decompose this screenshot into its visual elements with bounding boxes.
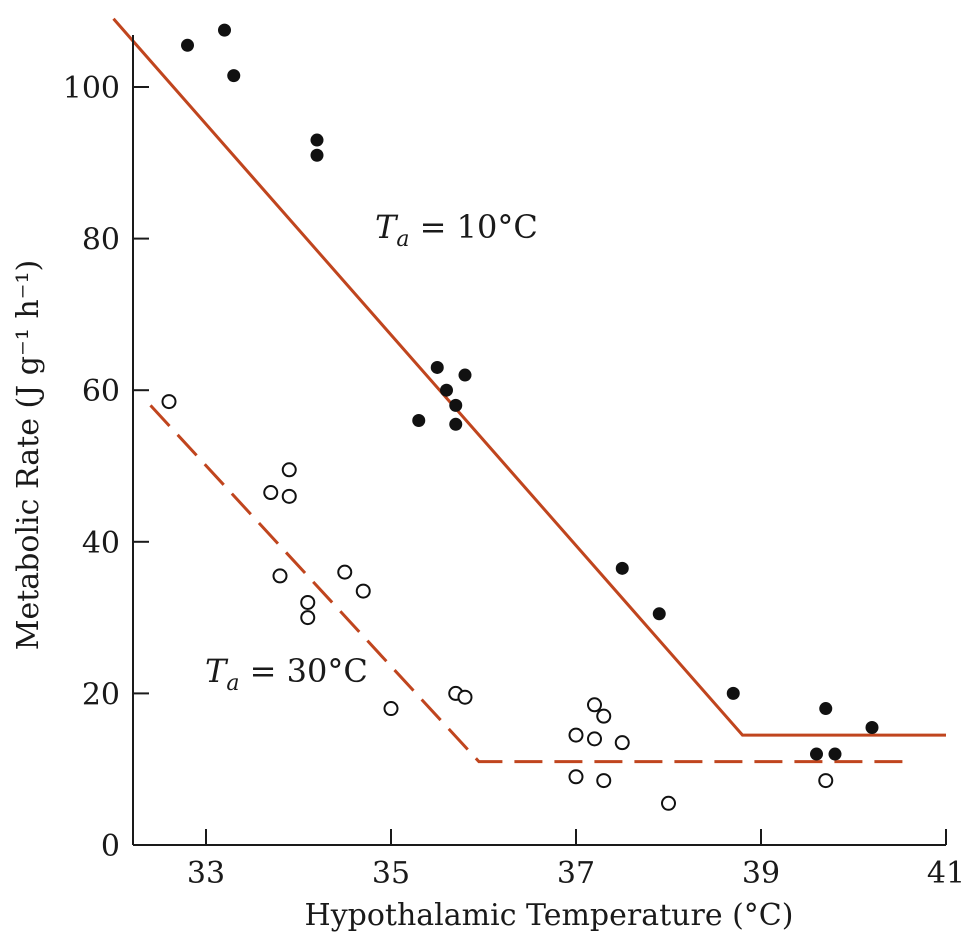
data-point-filled (615, 561, 629, 575)
axes (132, 35, 946, 846)
data-point-open (281, 488, 297, 504)
y-tick-label: 100 (63, 71, 120, 106)
x-tick-label: 35 (372, 856, 410, 891)
data-point-open (272, 568, 288, 584)
data-point-open (161, 394, 177, 410)
data-point-open (457, 689, 473, 705)
data-point-open (355, 583, 371, 599)
x-axis-label: Hypothalamic Temperature (°C) (305, 898, 794, 933)
data-point-open (568, 769, 584, 785)
data-point-filled (412, 414, 426, 428)
data-point-filled (865, 721, 879, 735)
data-point-filled (440, 383, 453, 397)
data-point-filled (828, 747, 842, 761)
fit-line-10c (112, 17, 946, 737)
data-point-open (661, 795, 676, 811)
data-point-open (596, 773, 612, 789)
data-point-filled (181, 38, 194, 52)
data-point-filled (726, 686, 740, 700)
data-point-open (281, 462, 297, 478)
annotation-value: = 30°C (239, 652, 367, 690)
x-tick-label: 41 (927, 856, 962, 891)
annotation-ta-30c: Ta = 30°C (205, 652, 368, 696)
data-point-open (300, 594, 316, 610)
ticks: 33 35 37 39 41 0 20 40 60 80 100 (63, 71, 962, 891)
fit-lines (112, 17, 946, 764)
data-point-filled (819, 702, 833, 716)
fit-line-30c (149, 404, 909, 764)
y-axis-label: Metabolic Rate (J g⁻¹ h⁻¹) (11, 260, 46, 650)
data-point-open (300, 610, 316, 626)
annotation-t: T (375, 208, 399, 246)
data-point-open (587, 731, 602, 747)
annotation-subscript: a (226, 671, 239, 696)
data-point-open (263, 485, 279, 501)
annotation-ta-10c: Ta = 10°C (375, 208, 538, 252)
data-point-open (818, 773, 834, 789)
data-point-open (614, 735, 630, 751)
data-point-open (383, 701, 399, 717)
data-point-filled (430, 360, 444, 374)
data-point-open (596, 708, 612, 724)
data-point-filled (458, 368, 472, 382)
data-point-open (337, 564, 353, 580)
y-tick-label: 20 (82, 677, 120, 712)
data-point-open (587, 697, 602, 713)
annotations: Ta = 10°CTa = 30°C (205, 208, 538, 696)
data-point-filled (310, 148, 324, 162)
annotation-value: = 10°C (409, 208, 537, 246)
y-tick-label: 80 (82, 223, 120, 258)
x-tick-label: 39 (742, 856, 780, 891)
data-point-open (568, 727, 584, 743)
annotation-t: T (205, 652, 229, 690)
data-point-filled (218, 23, 231, 37)
data-point-filled (652, 607, 666, 621)
data-point-filled (227, 69, 241, 83)
x-tick-label: 33 (187, 856, 225, 891)
data-point-filled (310, 133, 324, 147)
data-point-filled (810, 747, 823, 761)
y-tick-label: 40 (82, 526, 120, 561)
data-point-filled (449, 398, 463, 412)
data-points (161, 23, 879, 811)
y-tick-label: 0 (101, 829, 120, 864)
data-point-filled (449, 417, 463, 431)
y-tick-label: 60 (82, 374, 120, 409)
annotation-subscript: a (396, 227, 409, 252)
x-tick-label: 37 (557, 856, 595, 891)
